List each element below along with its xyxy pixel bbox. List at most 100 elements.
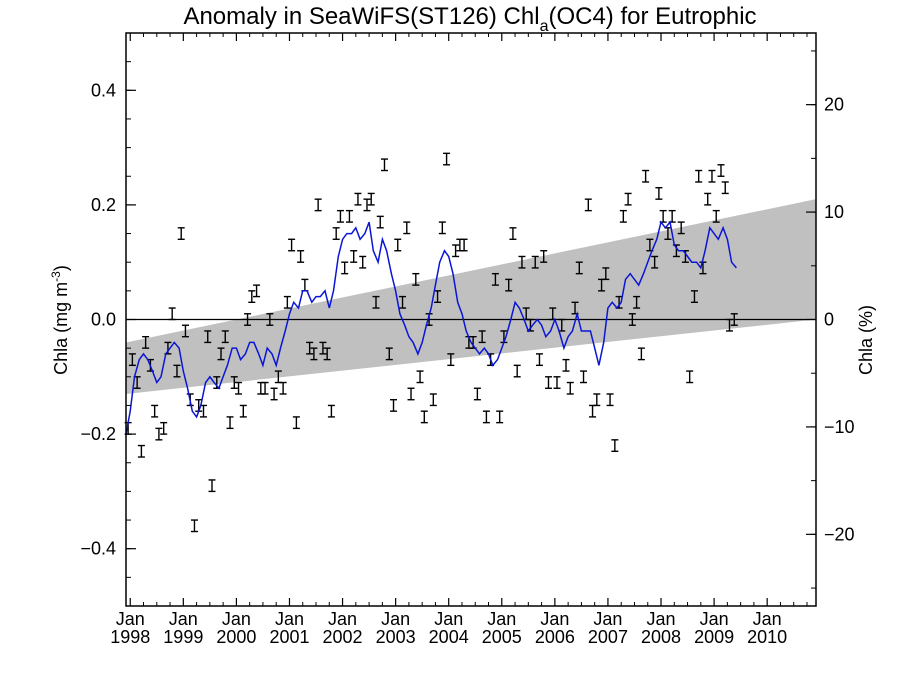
anomaly-point bbox=[128, 353, 136, 367]
plot-area bbox=[124, 152, 816, 533]
anomaly-point bbox=[190, 519, 198, 533]
chart-title: Anomaly in SeaWiFS(ST126) Chla(OC4) for … bbox=[183, 3, 756, 35]
anomaly-point bbox=[452, 244, 460, 258]
anomaly-point bbox=[686, 370, 694, 384]
anomaly-point bbox=[367, 192, 375, 206]
anomaly-point bbox=[380, 158, 388, 172]
anomaly-point bbox=[721, 181, 729, 195]
anomaly-point bbox=[297, 250, 305, 263]
anomaly-point bbox=[310, 347, 318, 361]
anomaly-point bbox=[314, 198, 322, 212]
y-axis-left-label-sup: -3 bbox=[49, 271, 63, 282]
y-right-tick-label: 20 bbox=[824, 95, 844, 115]
anomaly-point bbox=[253, 284, 261, 298]
anomaly-point bbox=[580, 370, 588, 384]
anomaly-point bbox=[725, 318, 733, 332]
y-right-tick-label: 0 bbox=[824, 310, 834, 330]
anomaly-point bbox=[332, 227, 340, 240]
x-tick-label-month: Jan bbox=[275, 609, 304, 629]
x-tick-label-month: Jan bbox=[328, 609, 357, 629]
anomaly-point bbox=[385, 347, 393, 361]
anomaly-point bbox=[584, 198, 592, 212]
anomaly-point bbox=[177, 227, 185, 240]
x-tick-label-month: Jan bbox=[116, 609, 145, 629]
x-tick-label-month: Jan bbox=[487, 609, 516, 629]
anomaly-point bbox=[372, 295, 380, 309]
anomaly-point bbox=[301, 278, 309, 292]
anomaly-point bbox=[443, 152, 451, 166]
anomaly-point bbox=[266, 313, 274, 326]
x-tick-label-year: 2010 bbox=[747, 627, 787, 647]
anomaly-point bbox=[363, 198, 371, 212]
anomaly-point bbox=[589, 404, 597, 418]
anomaly-point bbox=[230, 376, 238, 389]
anomaly-point bbox=[482, 410, 490, 424]
anomaly-point bbox=[602, 267, 610, 281]
anomaly-point bbox=[566, 381, 574, 395]
y-left-tick-label: 0.4 bbox=[91, 80, 116, 100]
y-right-tick-label: −20 bbox=[824, 524, 855, 544]
anomaly-point bbox=[447, 353, 455, 367]
anomaly-point bbox=[708, 169, 716, 183]
y-axis-left-label-suffix: ) bbox=[51, 265, 71, 271]
x-tick-label-year: 2002 bbox=[323, 627, 363, 647]
x-tick-label-month: Jan bbox=[222, 609, 251, 629]
anomaly-point bbox=[460, 238, 468, 252]
anomaly-point bbox=[540, 250, 548, 263]
anomaly-point bbox=[226, 416, 234, 430]
x-tick-label-month: Jan bbox=[593, 609, 622, 629]
anomaly-point bbox=[270, 387, 278, 401]
anomaly-point bbox=[562, 358, 570, 372]
anomaly-point bbox=[619, 209, 627, 223]
x-tick-label-year: 2001 bbox=[269, 627, 309, 647]
x-tick-label-month: Jan bbox=[169, 609, 198, 629]
anomaly-point bbox=[628, 313, 636, 326]
x-tick-label-month: Jan bbox=[381, 609, 410, 629]
axes: Jan1998Jan1999Jan2000Jan2001Jan2002Jan20… bbox=[80, 32, 855, 647]
anomaly-point bbox=[376, 215, 384, 229]
anomaly-point bbox=[283, 295, 291, 309]
chart-title-subscript: a bbox=[540, 18, 549, 35]
anomaly-point bbox=[137, 444, 145, 458]
trend-band bbox=[126, 199, 816, 394]
x-tick-label-year: 2000 bbox=[216, 627, 256, 647]
anomaly-point bbox=[394, 238, 402, 252]
anomaly-point bbox=[204, 330, 212, 344]
anomaly-point bbox=[655, 187, 663, 200]
anomaly-point bbox=[659, 209, 667, 223]
x-tick-label-year: 1998 bbox=[110, 627, 150, 647]
anomaly-point bbox=[505, 278, 513, 292]
anomaly-point bbox=[509, 227, 517, 240]
anomaly-point bbox=[160, 421, 168, 435]
y-left-tick-label: 0.0 bbox=[91, 310, 116, 330]
anomaly-point bbox=[407, 387, 415, 401]
anomaly-point bbox=[730, 313, 738, 326]
anomaly-point bbox=[518, 255, 526, 269]
x-tick-label-year: 2003 bbox=[376, 627, 416, 647]
anomaly-point bbox=[292, 416, 300, 430]
anomaly-point bbox=[142, 335, 150, 349]
anomaly-point bbox=[544, 376, 552, 389]
anomaly-point bbox=[491, 272, 499, 286]
x-tick-label-year: 2007 bbox=[588, 627, 628, 647]
x-tick-label-year: 2009 bbox=[694, 627, 734, 647]
anomaly-point bbox=[244, 313, 252, 326]
anomaly-point bbox=[651, 255, 659, 269]
anomaly-point bbox=[248, 290, 256, 304]
anomaly-point bbox=[323, 347, 331, 361]
x-tick-label-month: Jan bbox=[540, 609, 569, 629]
anomaly-point bbox=[257, 381, 265, 395]
anomaly-point bbox=[345, 209, 353, 223]
x-tick-label-month: Jan bbox=[646, 609, 675, 629]
x-tick-label-year: 1999 bbox=[163, 627, 203, 647]
anomaly-point bbox=[288, 238, 296, 252]
y-right-tick-label: −10 bbox=[824, 417, 855, 437]
chart-title-suffix: (OC4) for Eutrophic bbox=[548, 3, 756, 30]
anomaly-point bbox=[416, 370, 424, 384]
anomaly-point bbox=[496, 410, 504, 424]
anomaly-point bbox=[279, 381, 287, 395]
anomaly-point bbox=[235, 381, 243, 395]
anomaly-point bbox=[217, 347, 225, 361]
anomaly-point bbox=[606, 393, 614, 407]
